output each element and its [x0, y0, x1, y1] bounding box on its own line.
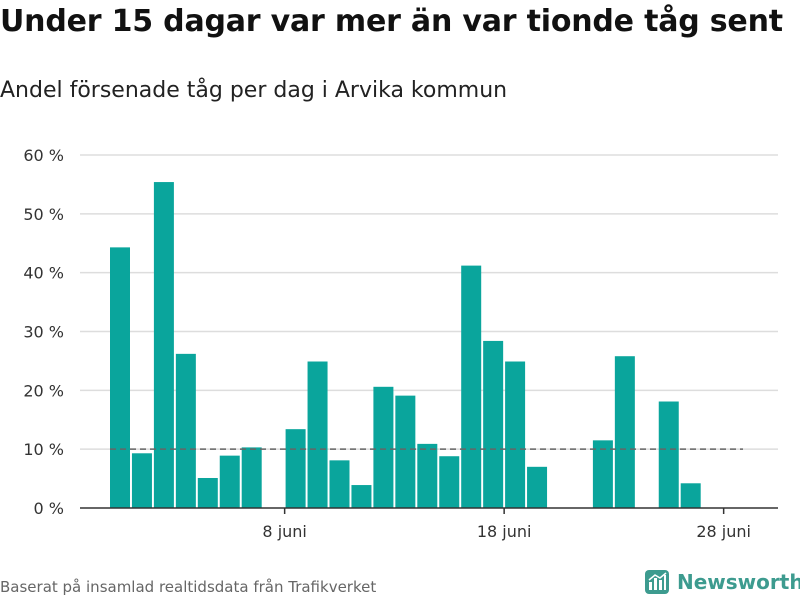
bar — [417, 443, 438, 508]
bar — [439, 456, 460, 508]
bar — [351, 485, 372, 508]
bar — [175, 353, 196, 508]
bar — [592, 440, 613, 508]
bar — [329, 460, 350, 508]
y-tick-label: 20 % — [23, 381, 64, 400]
bar — [197, 477, 218, 508]
x-tick-label: 18 juni — [477, 522, 532, 541]
y-tick-label: 50 % — [23, 205, 64, 224]
source-note: Baserat på insamlad realtidsdata från Tr… — [0, 578, 377, 596]
bar — [658, 401, 679, 508]
y-tick-label: 40 % — [23, 264, 64, 283]
chart-subtitle: Andel försenade tåg per dag i Arvika kom… — [0, 78, 508, 103]
bar-chart-logo-icon — [645, 570, 669, 594]
newsworthy-logo: Newsworthy — [644, 569, 800, 595]
bar — [680, 483, 701, 508]
bar — [219, 455, 240, 508]
y-tick-label: 10 % — [23, 440, 64, 459]
y-tick-label: 60 % — [23, 146, 64, 165]
bar — [395, 395, 416, 508]
bar — [461, 265, 482, 508]
bar — [285, 429, 306, 508]
bar — [483, 340, 504, 508]
y-tick-label: 30 % — [23, 323, 64, 342]
x-tick-label: 8 juni — [262, 522, 306, 541]
axes: 0 % 10 % 20 % 30 % 40 % 50 % 60 % 8 juni 18 juni… — [23, 146, 778, 541]
bar — [110, 247, 130, 508]
x-tick-label: 28 juni — [696, 522, 751, 541]
logo-text: Newsworthy — [677, 570, 800, 594]
bars — [110, 182, 701, 508]
chart-title: Under 15 dagar var mer än var tionde tåg… — [0, 4, 783, 39]
bar — [307, 361, 328, 508]
bar — [527, 466, 548, 508]
bar — [241, 447, 262, 508]
bar — [373, 386, 394, 508]
bar — [505, 361, 526, 508]
bar — [131, 453, 152, 508]
y-tick-label: 0 % — [34, 499, 64, 518]
bar — [614, 356, 635, 508]
bar — [153, 182, 174, 508]
